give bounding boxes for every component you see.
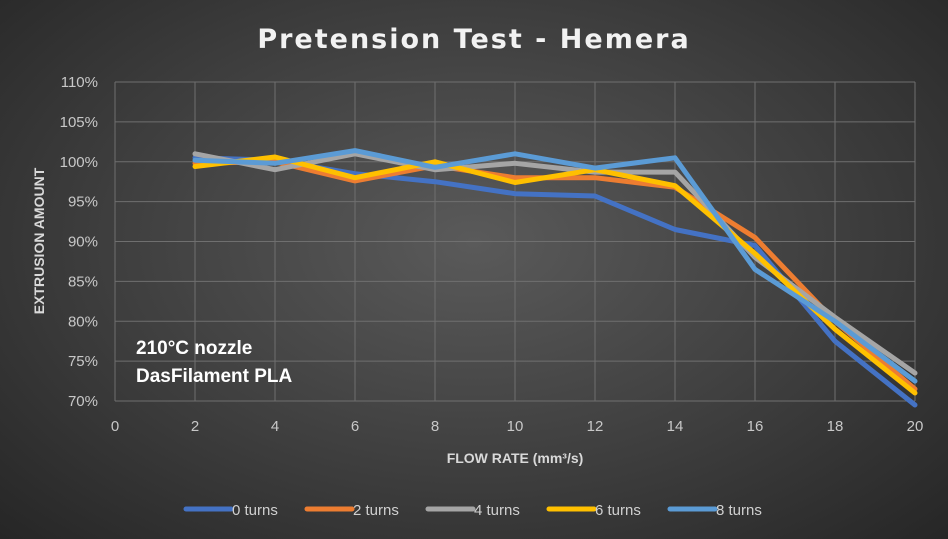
y-tick-label: 70%	[68, 393, 98, 410]
gridlines	[114, 81, 916, 402]
legend-label: 4 turns	[474, 502, 520, 519]
x-tick-label: 20	[907, 418, 924, 435]
y-tick-label: 85%	[68, 273, 98, 290]
x-tick-label: 8	[431, 418, 439, 435]
x-tick-label: 0	[111, 418, 119, 435]
x-tick-label: 10	[507, 418, 524, 435]
chart-title: Pretension Test - Hemera	[257, 24, 690, 55]
legend-label: 0 turns	[232, 502, 278, 519]
axis-ticks: 70% 75% 80% 85% 90% 95% 100% 105% 110% 0 2 4 6 8 10 12 1…	[60, 74, 924, 435]
series-lines	[192, 148, 918, 408]
series-line-4-turns	[192, 151, 918, 376]
legend-label: 2 turns	[353, 502, 399, 519]
x-tick-label: 2	[191, 418, 199, 435]
y-tick-label: 100%	[60, 154, 98, 171]
y-tick-label: 95%	[68, 194, 98, 211]
legend-label: 8 turns	[716, 502, 762, 519]
legend-label: 6 turns	[595, 502, 641, 519]
x-tick-label: 14	[667, 418, 684, 435]
annotation-filament: DasFilament PLA	[136, 366, 293, 387]
x-tick-label: 6	[351, 418, 359, 435]
y-tick-label: 80%	[68, 313, 98, 330]
y-tick-label: 105%	[60, 114, 98, 131]
series-line-8-turns	[192, 148, 918, 384]
legend: 0 turns 2 turns 4 turns 6 turns 8 turns	[183, 502, 762, 519]
x-tick-label: 4	[271, 418, 279, 435]
x-tick-label: 18	[827, 418, 844, 435]
series-line-6-turns	[192, 154, 918, 396]
x-tick-label: 16	[747, 418, 764, 435]
y-axis-title: EXTRUSION AMOUNT	[31, 167, 47, 314]
y-tick-label: 75%	[68, 353, 98, 370]
y-tick-label: 110%	[61, 74, 98, 91]
y-tick-label: 90%	[68, 234, 98, 251]
x-axis-title: FLOW RATE (mm³/s)	[447, 450, 584, 466]
x-tick-label: 12	[587, 418, 604, 435]
annotation-nozzle: 210°C nozzle	[136, 338, 252, 359]
